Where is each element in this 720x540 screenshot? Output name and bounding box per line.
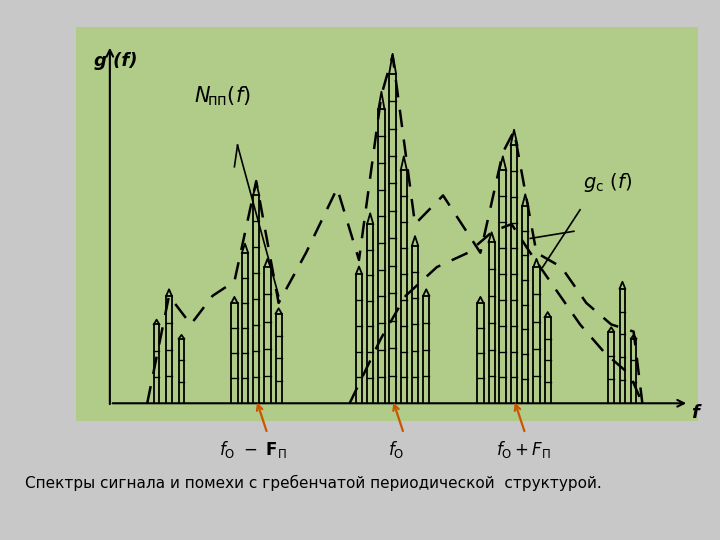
Text: $g_{\rm c}\ (f)$: $g_{\rm c}\ (f)$ (583, 171, 632, 194)
Text: Спектры сигнала и помехи с гребенчатой периодической  структурой.: Спектры сигнала и помехи с гребенчатой п… (25, 475, 602, 491)
Text: $f_{\rm O}$: $f_{\rm O}$ (387, 439, 404, 460)
Text: $f_{\rm O}\ -\ \mathbf{F}_{\rm \Pi}$: $f_{\rm O}\ -\ \mathbf{F}_{\rm \Pi}$ (219, 439, 287, 460)
Text: g (f): g (f) (94, 52, 138, 70)
Text: $f_{\rm O}+F_{\rm \Pi}$: $f_{\rm O}+F_{\rm \Pi}$ (496, 439, 551, 460)
Text: $N_{\!\rm пп}(f)$: $N_{\!\rm пп}(f)$ (194, 84, 251, 108)
Text: f: f (691, 403, 699, 422)
